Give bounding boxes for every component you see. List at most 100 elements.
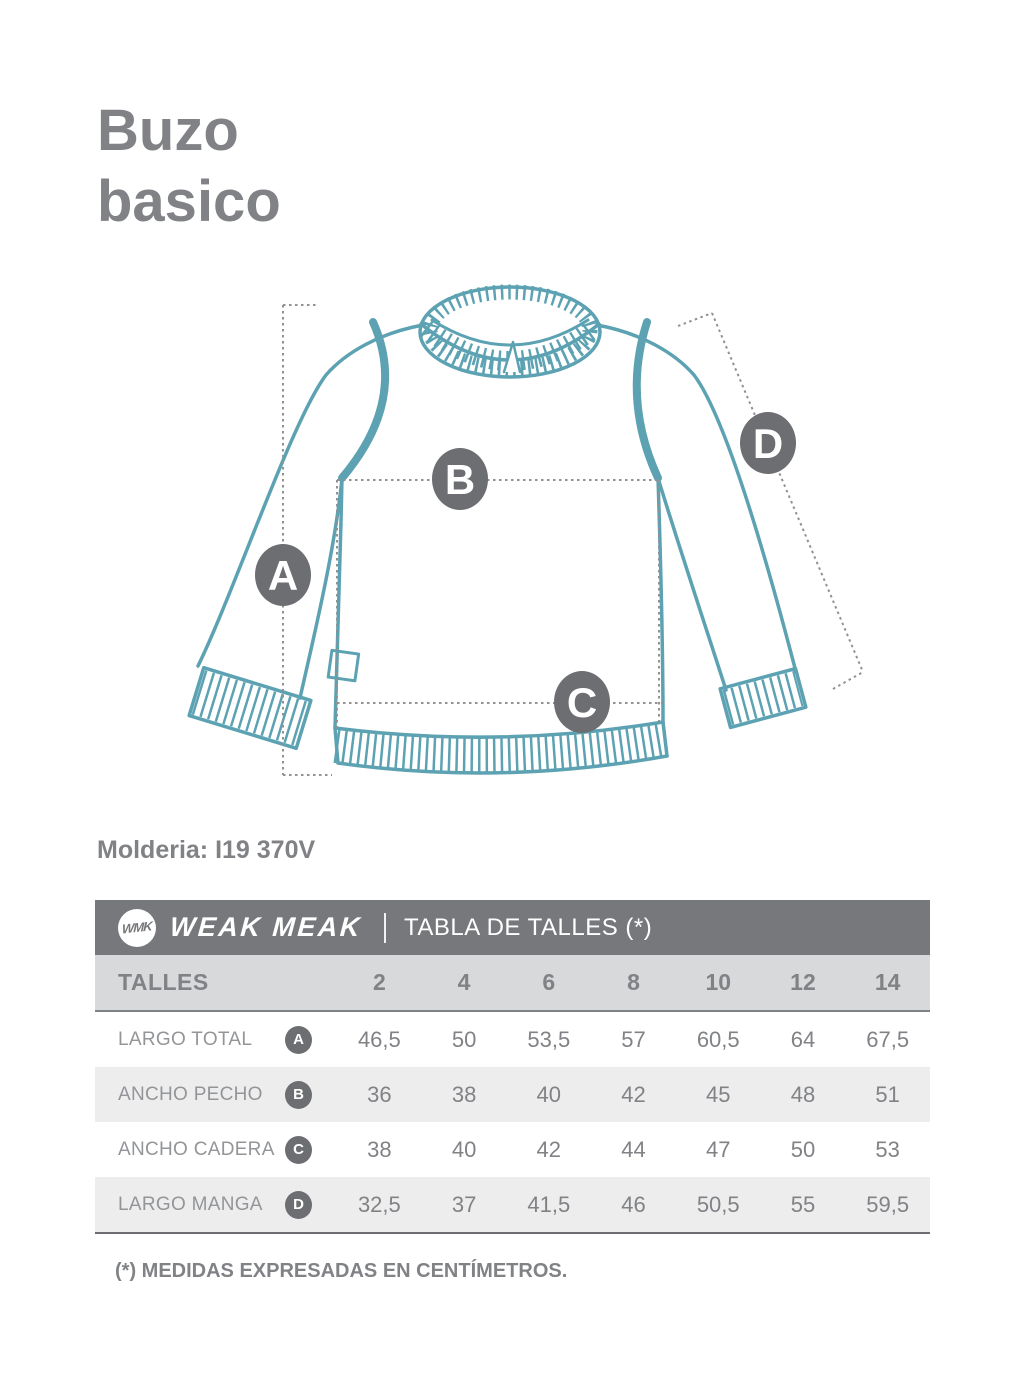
collar-outer-edge — [418, 285, 602, 379]
table-row-ancho-pecho: ANCHO PECHO B 36 38 40 42 45 48 51 — [95, 1067, 930, 1122]
right-cuff-edge — [718, 666, 808, 730]
value-cell: 59,5 — [866, 1191, 910, 1217]
left-cuff-ribbing — [191, 670, 309, 746]
measure-ticks-a — [283, 304, 332, 776]
side-tag — [326, 648, 361, 683]
value-cell: 55 — [790, 1191, 816, 1217]
right-sleeve-inner — [656, 476, 728, 692]
measure-ticks-d — [677, 312, 864, 690]
value-cell: 47 — [705, 1136, 731, 1162]
sizes-header-label: TALLES — [118, 969, 209, 995]
marker-b-circle — [432, 448, 488, 510]
value-cell: 38 — [451, 1081, 477, 1107]
footnote: (*) MEDIDAS EXPRESADAS EN CENTÍMETROS. — [115, 1260, 568, 1282]
collar-inner-edge — [430, 318, 590, 347]
row-label: ANCHO CADERA — [118, 1138, 275, 1160]
left-cuff-edge — [187, 665, 313, 751]
value-cell: 32,5 — [357, 1191, 401, 1217]
right-sleeve-outer — [595, 323, 798, 674]
measure-guides-bc — [336, 480, 660, 728]
value-cell: 46,5 — [357, 1026, 401, 1052]
value-cell: 40 — [536, 1081, 562, 1107]
marker-c-circle — [554, 671, 610, 733]
sweatshirt-drawing-svg: A B C D — [187, 284, 864, 776]
marker-b-label: B — [445, 456, 475, 503]
body-left-side — [333, 476, 344, 730]
brand-monogram: WMK — [121, 918, 153, 937]
left-sleeve-outer — [196, 323, 425, 668]
garment-diagram: A B C D — [180, 270, 880, 820]
marker-d-circle — [740, 412, 796, 474]
hem-ribbing — [333, 721, 669, 774]
value-cell: 57 — [621, 1026, 646, 1052]
hem-bottom-edge — [336, 754, 669, 775]
left-cuff — [187, 665, 313, 751]
value-cell: 45 — [705, 1081, 731, 1107]
value-cell: 53,5 — [527, 1026, 571, 1052]
table-header-bar: WMK WEAK MEAK TABLA DE TALLES (*) — [95, 900, 930, 955]
right-cuff-ribbing — [722, 671, 804, 725]
collar-center-fold — [502, 340, 522, 374]
value-cell: 50 — [790, 1136, 816, 1162]
brand-name: WEAK MEAK — [168, 912, 364, 942]
size-col-14: 14 — [874, 969, 901, 995]
left-raglan-seam — [338, 318, 390, 482]
row-label: ANCHO PECHO — [118, 1083, 263, 1105]
sizes-header-row: TALLES 2 4 6 8 10 12 14 — [95, 955, 930, 1012]
row-badge-cell: C — [285, 1135, 337, 1164]
value-cell: 46 — [621, 1191, 646, 1217]
size-col-6: 6 — [542, 969, 556, 995]
size-col-10: 10 — [705, 969, 732, 995]
row-label: LARGO MANGA — [118, 1193, 263, 1215]
value-cell: 42 — [536, 1136, 562, 1162]
molderia-label: Molderia: I19 370V — [97, 836, 316, 864]
value-cell: 50 — [451, 1026, 477, 1052]
table-title: TABLA DE TALLES (*) — [404, 913, 653, 941]
row-badge-cell: A — [285, 1025, 337, 1054]
marker-d-label: D — [753, 420, 783, 467]
size-table: WMK WEAK MEAK TABLA DE TALLES (*) TALLES… — [95, 900, 930, 1234]
value-cell: 50,5 — [696, 1191, 740, 1217]
marker-a-circle — [255, 544, 311, 606]
body-right-side — [656, 476, 665, 724]
value-cell: 60,5 — [696, 1026, 740, 1052]
value-cell: 37 — [451, 1191, 477, 1217]
measurement-lines — [282, 304, 864, 776]
row-label: LARGO TOTAL — [118, 1028, 253, 1050]
table-row-largo-manga: LARGO MANGA D 32,5 37 41,5 46 50,5 55 59… — [95, 1177, 930, 1234]
value-cell: 41,5 — [527, 1191, 571, 1217]
size-col-2: 2 — [372, 969, 386, 995]
size-col-8: 8 — [627, 969, 640, 995]
row-badge-cell: B — [285, 1080, 337, 1109]
hem-side-edges — [333, 720, 669, 765]
measure-line-d — [711, 312, 864, 673]
right-cuff — [718, 666, 808, 730]
brand-logo: WMK — [118, 908, 156, 947]
table-row-largo-total: LARGO TOTAL A 46,5 50 53,5 57 60,5 64 67… — [95, 1012, 930, 1067]
page-title-line2: basico — [97, 168, 281, 234]
size-col-4: 4 — [457, 969, 471, 995]
value-cell: 51 — [875, 1081, 900, 1107]
value-cell: 48 — [790, 1081, 816, 1107]
page-title: Buzo basico — [97, 96, 281, 238]
value-cell: 42 — [621, 1081, 646, 1107]
value-cell: 38 — [367, 1136, 392, 1162]
badge-c: C — [285, 1135, 312, 1164]
right-raglan-seam — [632, 318, 662, 482]
value-cell: 64 — [790, 1026, 816, 1052]
badge-b: B — [285, 1080, 312, 1109]
marker-badges: A B C D — [255, 412, 796, 733]
page-title-line1: Buzo — [97, 98, 239, 163]
badge-d: D — [285, 1190, 312, 1219]
badge-a: A — [285, 1025, 312, 1054]
value-cell: 67,5 — [866, 1026, 910, 1052]
sweatshirt-outline — [187, 284, 808, 775]
table-row-ancho-cadera: ANCHO CADERA C 38 40 42 44 47 50 53 — [95, 1122, 930, 1177]
marker-a-label: A — [268, 552, 298, 599]
size-col-12: 12 — [790, 969, 816, 995]
value-cell: 40 — [451, 1136, 477, 1162]
value-cell: 44 — [621, 1136, 646, 1162]
left-sleeve-inner — [298, 476, 344, 700]
hem-top-edge — [333, 720, 665, 739]
value-cell: 53 — [875, 1136, 900, 1162]
